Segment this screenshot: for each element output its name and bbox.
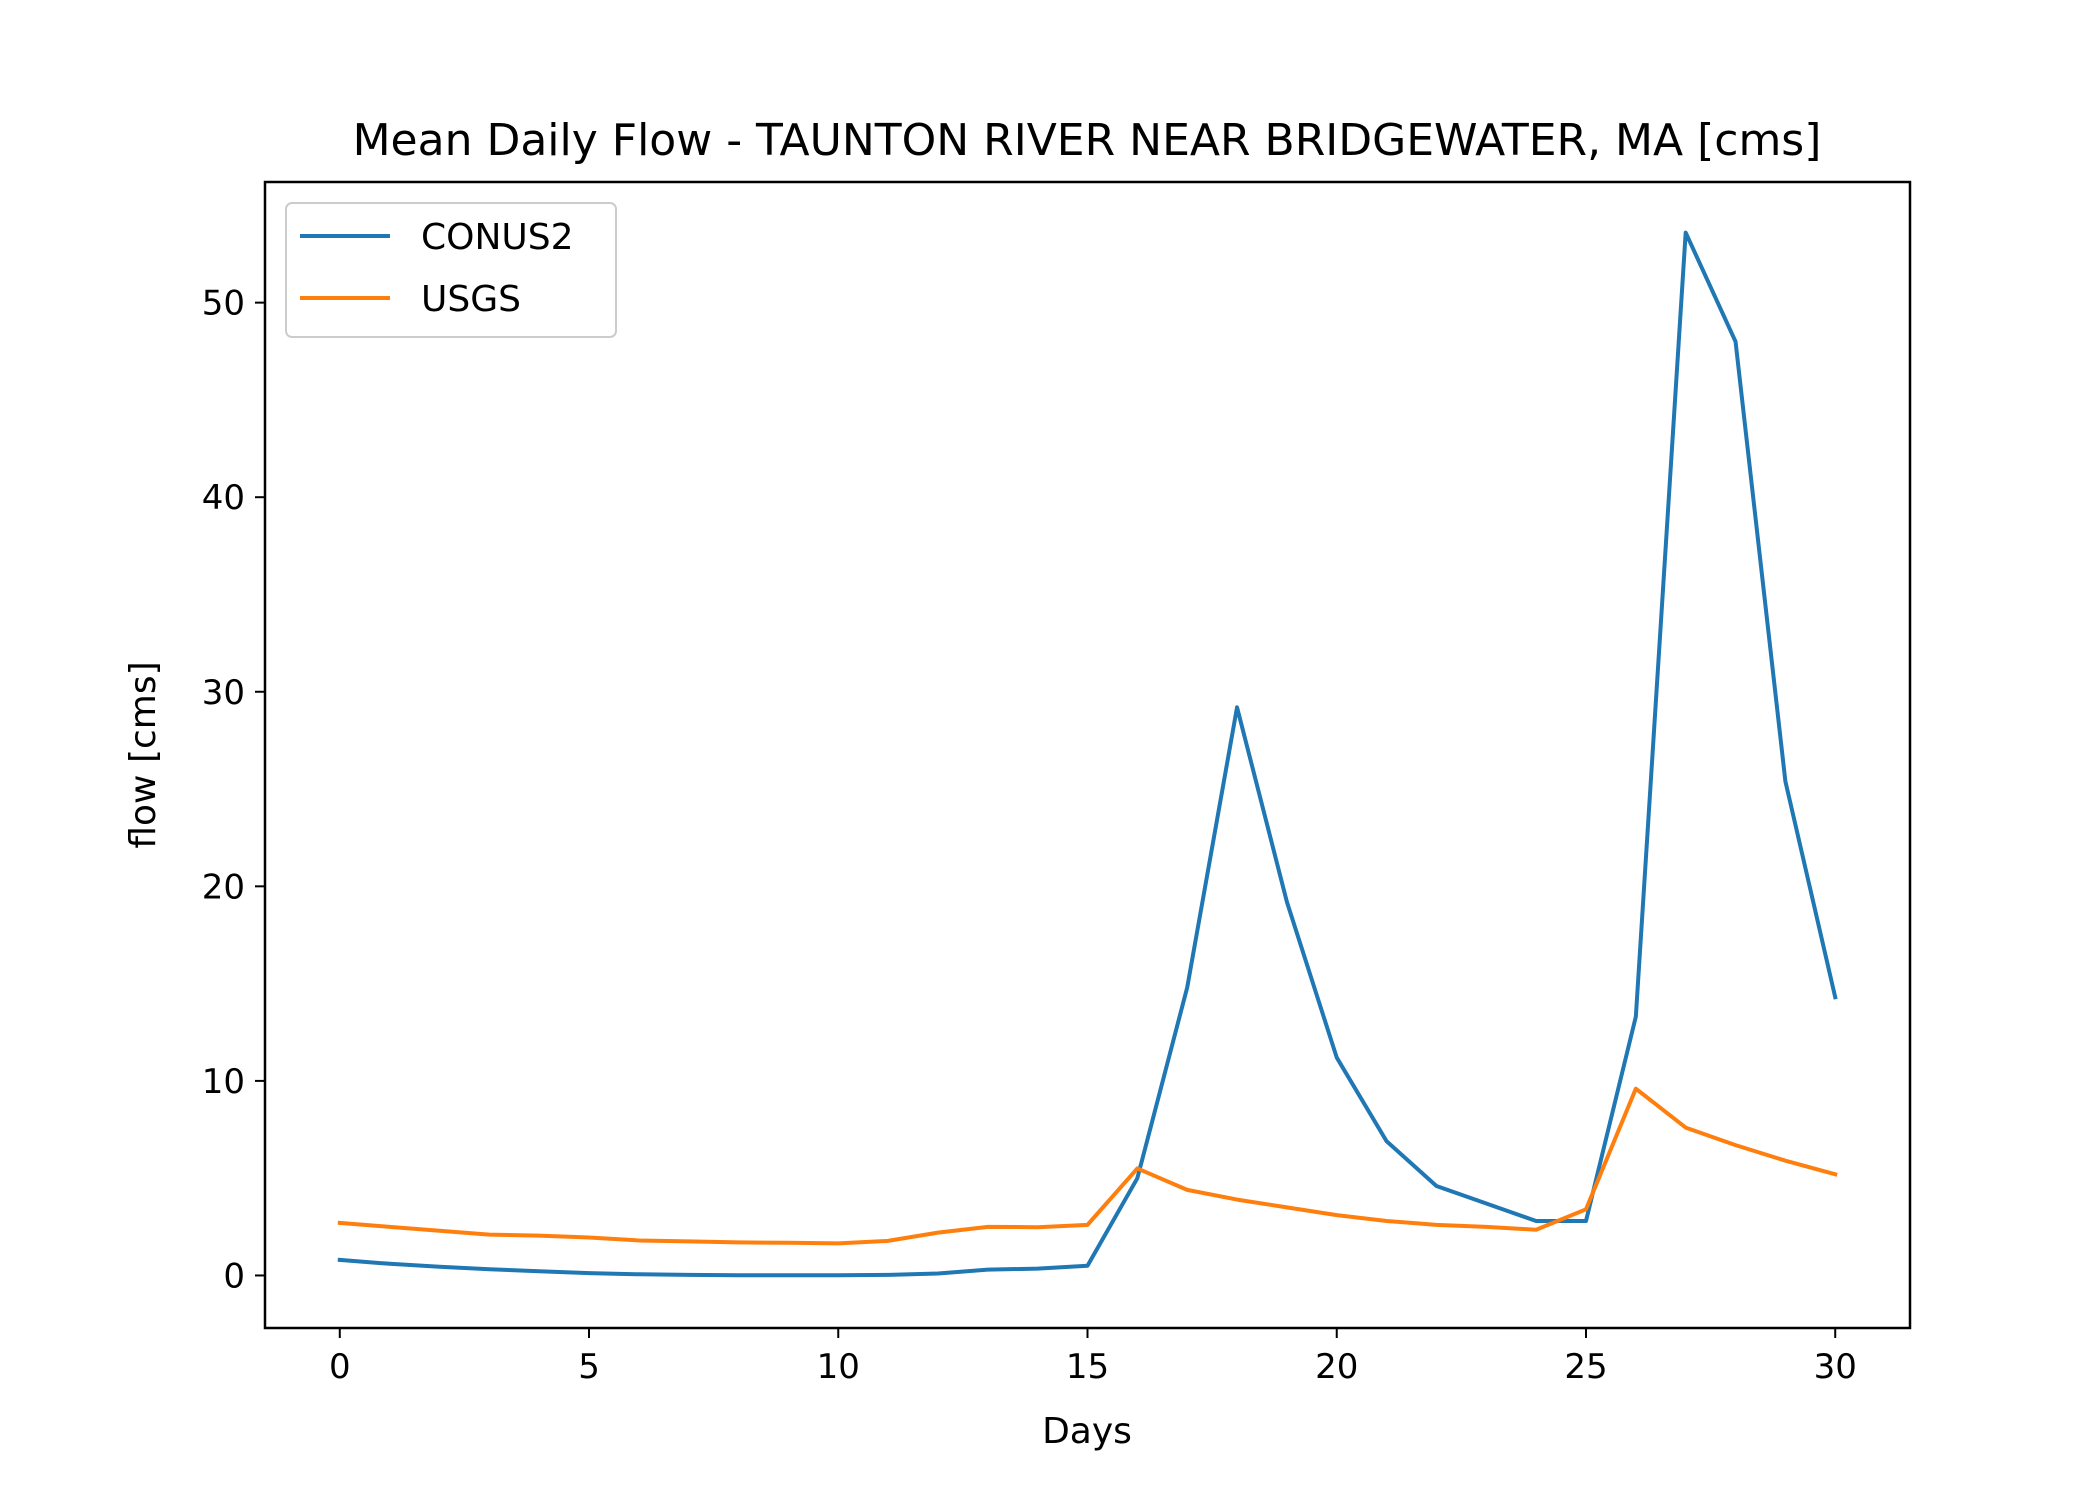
x-tick-label: 15 — [1066, 1347, 1109, 1387]
legend: CONUS2 USGS — [285, 202, 617, 338]
series-line-usgs — [337, 1086, 1838, 1246]
x-axis: 0 5 10 15 20 25 30 — [329, 1328, 1857, 1387]
y-tick-label: 0 — [223, 1256, 245, 1296]
y-tick-label: 20 — [202, 867, 245, 907]
series-layer — [337, 230, 1838, 1278]
x-tick-label: 5 — [578, 1347, 600, 1387]
x-tick-label: 10 — [817, 1347, 860, 1387]
y-axis: 0 10 20 30 40 50 — [202, 284, 265, 1296]
x-axis-label: Days — [1042, 1411, 1132, 1452]
x-tick-label: 30 — [1814, 1347, 1857, 1387]
y-tick-label: 10 — [202, 1062, 245, 1102]
y-tick-label: 50 — [202, 284, 245, 324]
legend-label-usgs: USGS — [421, 279, 521, 320]
y-axis-label: flow [cms] — [123, 661, 164, 848]
y-tick-label: 30 — [202, 673, 245, 713]
chart-title: Mean Daily Flow - TAUNTON RIVER NEAR BRI… — [353, 115, 1822, 166]
y-tick-label: 40 — [202, 478, 245, 518]
x-tick-label: 20 — [1315, 1347, 1358, 1387]
legend-label-conus2: CONUS2 — [421, 217, 574, 258]
x-tick-label: 25 — [1564, 1347, 1607, 1387]
series-line-conus2 — [337, 230, 1838, 1278]
x-tick-label: 0 — [329, 1347, 351, 1387]
